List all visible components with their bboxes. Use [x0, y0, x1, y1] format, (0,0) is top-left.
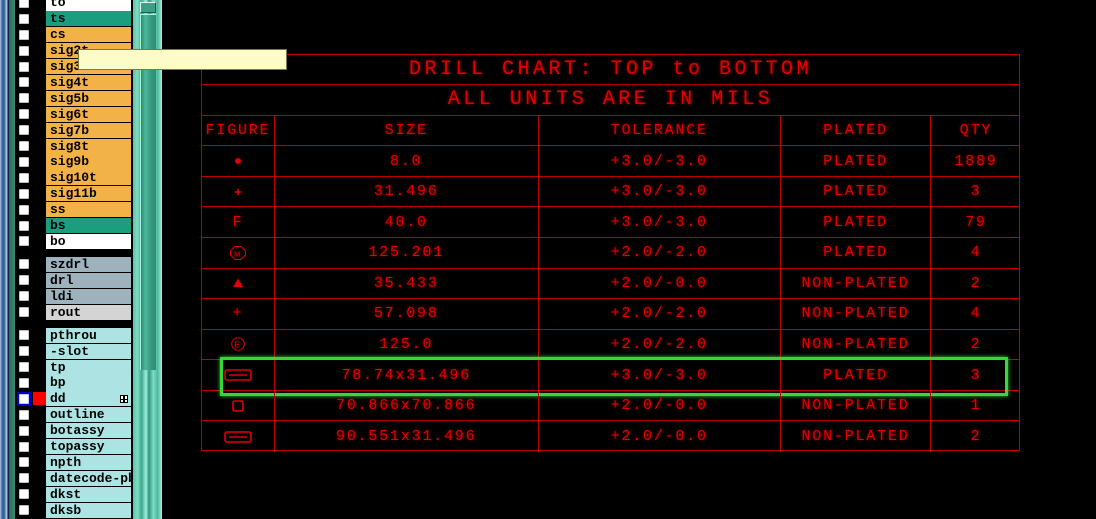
svg-text:M: M [234, 249, 242, 258]
svg-text:E: E [234, 341, 241, 350]
